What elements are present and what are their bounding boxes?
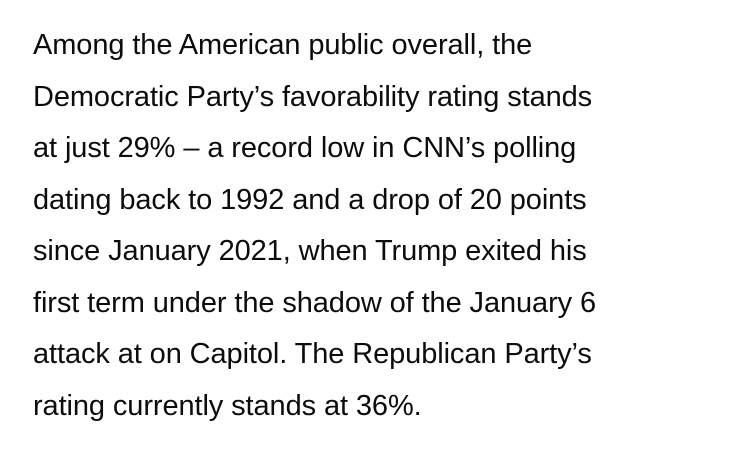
article-paragraph: Among the American public overall, the D…: [33, 20, 733, 432]
paragraph-line-4: dating back to 1992 and a drop of 20 poi…: [33, 183, 587, 216]
paragraph-line-3: at just 29% – a record low in CNN’s poll…: [33, 132, 577, 164]
paragraph-line-5: since January 2021, when Trump exited hi…: [33, 235, 587, 267]
paragraph-line-8: rating currently stands at 36%.: [33, 389, 422, 422]
paragraph-line-7: attack at on Capitol. The Republican Par…: [33, 338, 592, 370]
paragraph-line-2: Democratic Party’s favorability rating s…: [33, 80, 593, 113]
paragraph-line-1: Among the American public overall, the: [33, 29, 533, 61]
paragraph-line-6: first term under the shadow of the Janua…: [33, 286, 597, 319]
